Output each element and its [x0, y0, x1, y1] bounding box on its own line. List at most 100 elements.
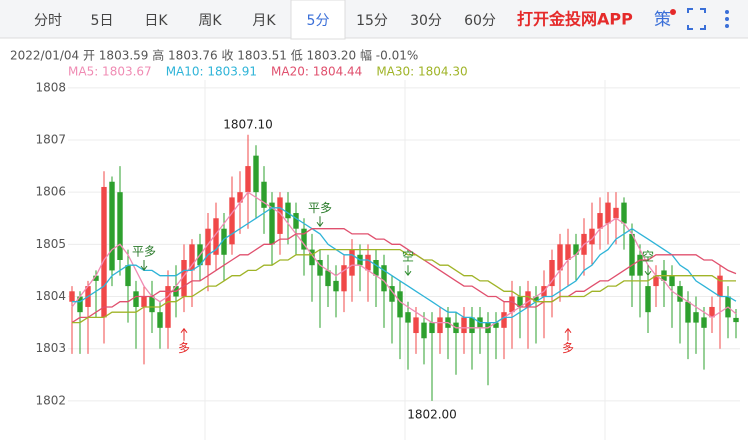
candle-body	[573, 244, 579, 255]
candle-body	[533, 296, 539, 302]
candle-body	[349, 249, 355, 276]
y-tick-label: 1807	[35, 133, 66, 147]
annotation: 空	[642, 250, 654, 264]
tab[interactable]: 30分	[410, 13, 442, 29]
ma-line	[71, 228, 737, 324]
candle-body	[293, 213, 299, 229]
candle-body	[77, 296, 83, 313]
candle-body	[493, 322, 499, 328]
candle-body	[517, 296, 523, 307]
y-tick-label: 1802	[35, 393, 66, 407]
candle-body	[605, 202, 611, 224]
candle-body	[469, 317, 475, 334]
candle-body	[501, 312, 507, 328]
candle-body	[229, 197, 235, 245]
legend-entry: MA10: 1803.91	[166, 65, 257, 79]
candle-body	[381, 265, 387, 292]
candle-body	[101, 186, 107, 318]
candle-body	[205, 228, 211, 266]
candle-body	[717, 275, 723, 297]
candle-body	[245, 166, 251, 193]
app-link[interactable]: 打开金投网APP	[517, 10, 633, 29]
candle-body	[261, 181, 267, 208]
annotation-arrow	[644, 265, 652, 277]
candle-body	[733, 317, 739, 323]
annotation-arrow	[180, 327, 188, 341]
candle-body	[277, 197, 283, 234]
candle-body	[413, 317, 419, 334]
candle-body	[629, 233, 635, 276]
legend-entry: MA20: 1804.44	[271, 65, 362, 79]
candle-body	[125, 265, 131, 287]
quote-line: 2022/01/04 开 1803.59 高 1803.76 收 1803.51…	[10, 48, 418, 63]
legend-entry: MA5: 1803.67	[68, 65, 152, 79]
candle-body	[109, 181, 115, 271]
candle-body	[141, 296, 147, 307]
candle-body	[149, 296, 155, 313]
candle-body	[565, 244, 571, 260]
candle-body	[117, 192, 123, 260]
tab[interactable]: 15分	[356, 13, 388, 29]
ma-line	[72, 207, 737, 324]
active-tab	[290, 0, 346, 40]
candle-body	[509, 296, 515, 313]
candle-body	[405, 312, 411, 323]
tab[interactable]: 周K	[198, 13, 222, 29]
candle-body	[669, 275, 675, 287]
candle-body	[557, 244, 563, 271]
annotation-arrow	[404, 265, 412, 277]
candle-body	[461, 317, 467, 334]
candle-body	[181, 260, 187, 297]
annotation: 空	[402, 250, 414, 264]
candle-body	[269, 202, 275, 245]
y-tick-label: 1806	[35, 185, 66, 199]
candle-body	[373, 260, 379, 276]
candle-body	[693, 312, 699, 323]
badge-dot	[670, 9, 676, 15]
annotation-arrow	[316, 216, 324, 228]
menu-icon[interactable]	[725, 10, 729, 28]
annotation: 1807.10	[223, 117, 273, 131]
ma-line	[72, 248, 736, 324]
tab[interactable]: 5日	[91, 13, 114, 29]
candle-body	[189, 244, 195, 271]
annotation: 平多	[132, 245, 156, 259]
candle-body	[133, 291, 139, 307]
candle-body	[637, 254, 643, 276]
tab[interactable]: 5分	[307, 13, 330, 29]
candle-body	[701, 317, 707, 328]
candle-body	[549, 260, 555, 287]
candle-body	[237, 192, 243, 203]
legend-entry: MA30: 1804.30	[376, 65, 467, 79]
candle-body	[165, 286, 171, 328]
candle-body	[709, 306, 715, 318]
candle-body	[285, 202, 291, 219]
y-tick-label: 1808	[35, 80, 66, 94]
strategy-icon[interactable]: 策	[654, 10, 671, 30]
candle-body	[341, 265, 347, 292]
candle-body	[645, 286, 651, 313]
candle-body	[333, 280, 339, 292]
candle-body	[429, 322, 435, 334]
candle-body	[301, 228, 307, 250]
tab[interactable]: 日K	[144, 13, 168, 29]
annotation-arrow	[140, 260, 148, 271]
y-tick-label: 1803	[35, 341, 66, 355]
candle-body	[677, 286, 683, 302]
candle-body	[213, 218, 219, 255]
candle-body	[325, 270, 331, 287]
tab[interactable]: 分时	[34, 13, 62, 29]
fullscreen-icon[interactable]	[687, 8, 706, 30]
candle-body	[157, 312, 163, 328]
candle-body	[437, 317, 443, 334]
candle-body	[389, 286, 395, 302]
tab-bar	[0, 0, 748, 38]
tab[interactable]: 60分	[464, 13, 496, 29]
candle-body	[309, 249, 315, 266]
candle-body	[317, 260, 323, 276]
tab[interactable]: 月K	[252, 13, 276, 29]
candle-body	[93, 275, 99, 281]
candle-body	[613, 207, 619, 219]
annotation: 多	[562, 341, 574, 355]
